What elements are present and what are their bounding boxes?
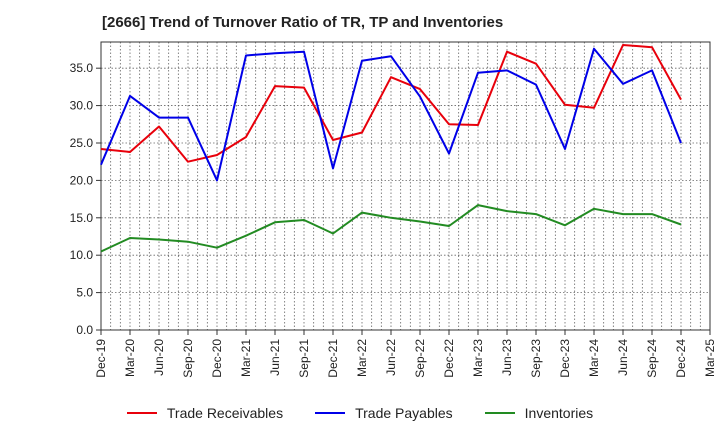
x-tick-labels: Dec-19 Mar-20 Jun-20 Sep-20 Dec-20 Mar-21 Jun-… (94, 339, 717, 378)
y-tick-label: 30.0 (70, 99, 94, 113)
x-tick-label: Sep-22 (413, 339, 427, 378)
legend-item-trade-receivables: Trade Receivables (126, 405, 284, 421)
series-line-trade-receivables (100, 44, 682, 163)
y-tick-labels: 0.0 5.0 10.0 15.0 20.0 25.0 30.0 35.0 (70, 61, 94, 337)
legend: Trade Receivables Trade Payables Invento… (0, 405, 720, 421)
y-tick-label: 5.0 (76, 286, 93, 300)
y-tick-label: 10.0 (70, 248, 94, 262)
x-tick-label: Mar-20 (123, 339, 137, 377)
x-tick-label: Dec-20 (210, 339, 224, 378)
x-tick-label: Mar-22 (355, 339, 369, 377)
chart-title: [2666] Trend of Turnover Ratio of TR, TP… (102, 14, 504, 31)
y-tick-label: 20.0 (70, 173, 94, 187)
axes (96, 41, 711, 335)
x-tick-label: Mar-23 (471, 339, 485, 377)
legend-swatch-trade-receivables (126, 412, 157, 414)
x-tick-label: Jun-22 (384, 339, 398, 376)
plot-frame (100, 41, 711, 331)
x-tick-label: Mar-21 (239, 339, 253, 377)
x-tick-label: Sep-23 (529, 339, 543, 378)
series-lines (100, 44, 682, 253)
x-tick-label: Jun-20 (152, 339, 166, 376)
x-tick-label: Dec-19 (94, 339, 108, 378)
y-tick-label: 15.0 (70, 211, 94, 225)
x-tick-label: Sep-20 (181, 339, 195, 378)
x-tick-label: Dec-21 (326, 339, 340, 378)
y-tick-label: 35.0 (70, 61, 94, 75)
grid-lines (101, 42, 710, 330)
y-tick-label: 0.0 (76, 323, 93, 337)
x-tick-label: Sep-24 (645, 339, 659, 378)
y-tick-label: 25.0 (70, 136, 94, 150)
series-line-trade-payables (100, 47, 682, 182)
x-tick-label: Dec-24 (674, 339, 688, 378)
legend-label-trade-receivables: Trade Receivables (166, 405, 284, 421)
x-tick-label: Jun-21 (268, 339, 282, 376)
x-tick-label: Dec-23 (558, 339, 572, 378)
legend-item-trade-payables: Trade Payables (315, 405, 453, 421)
x-tick-label: Dec-22 (442, 339, 456, 378)
legend-label-inventories: Inventories (524, 405, 594, 421)
legend-swatch-trade-payables (315, 412, 346, 414)
x-tick-label: Mar-25 (703, 339, 717, 377)
x-tick-label: Sep-21 (297, 339, 311, 378)
x-tick-label: Mar-24 (587, 339, 601, 377)
x-tick-label: Jun-23 (500, 339, 514, 376)
legend-label-trade-payables: Trade Payables (355, 405, 453, 421)
legend-swatch-inventories (484, 412, 515, 414)
x-tick-label: Jun-24 (616, 339, 630, 376)
legend-item-inventories: Inventories (484, 405, 594, 421)
series-line-inventories (100, 204, 682, 253)
